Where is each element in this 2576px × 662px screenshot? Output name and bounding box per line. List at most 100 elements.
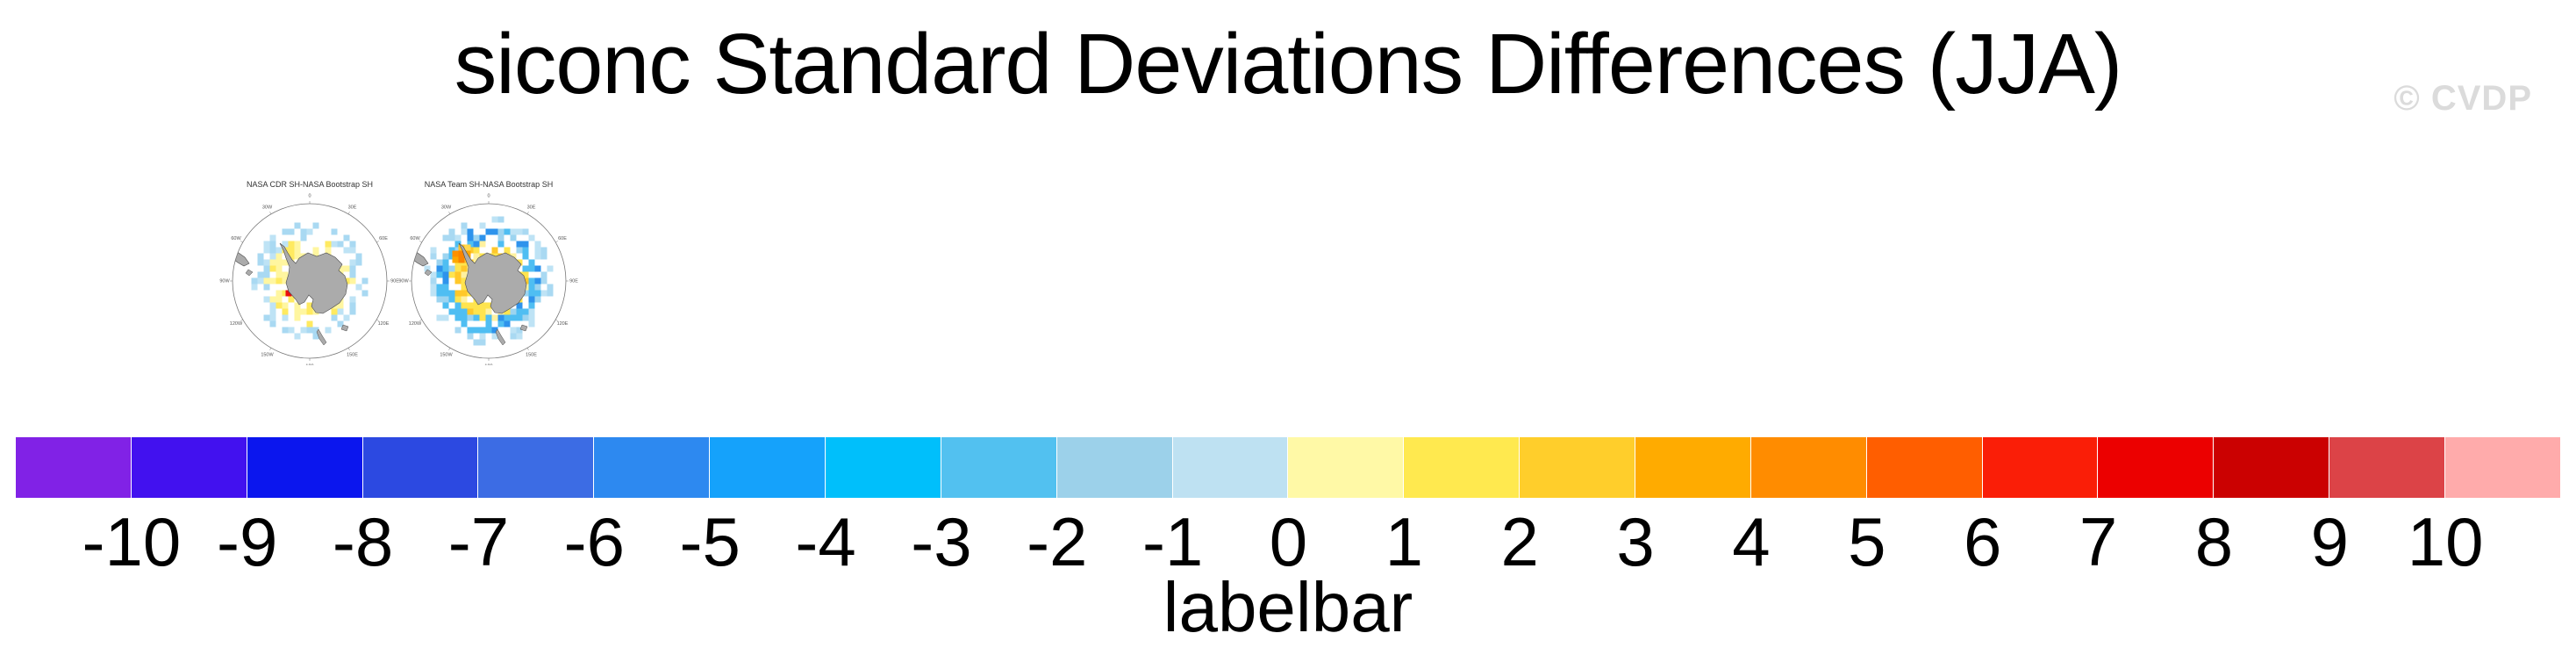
sea-ice-diff-cell [454,290,462,297]
sea-ice-diff-cell [516,302,523,309]
lon-tick [376,241,379,243]
sea-ice-diff-cell [461,228,468,235]
lon-label: 60E [379,236,388,241]
map-panel-nasa-team: NASA Team SH-NASA Bootstrap SH 0 30E 60E 90… [383,179,594,365]
sea-ice-diff-cell [510,253,517,260]
sea-ice-diff-cell [540,290,547,297]
sea-ice-diff-cell [282,327,289,334]
lon-label: 90E [569,278,578,284]
south-america-tip [233,245,250,267]
sea-ice-diff-cell [436,271,443,278]
sea-ice-diff-cell [467,327,474,334]
sea-ice-diff-cell [473,327,480,334]
sea-ice-diff-cell [461,296,468,303]
sea-ice-diff-cell [300,308,307,315]
sea-ice-diff-cell [263,314,270,321]
labelbar-tick-label: -2 [1027,503,1088,580]
sea-ice-diff-cell [448,234,455,241]
lon-label: 150W [261,352,274,357]
sea-ice-diff-cell [263,296,270,303]
sea-ice-diff-cell [331,228,338,235]
sea-ice-diff-cell [442,284,449,291]
lon-label: 30E [348,205,357,210]
sea-ice-diff-cell [337,265,344,272]
sea-ice-diff-cell [282,290,289,297]
sea-ice-diff-cell [294,333,301,340]
sea-ice-diff-cell [442,296,449,303]
sea-ice-diff-cell [510,308,517,315]
south-polar-map: 0 30E 60E 90E 120E 150E 180 150W 120W 90W 60W 30W [219,193,399,365]
sea-ice-diff-cell [349,271,356,278]
sea-ice-diff-cell [288,296,295,303]
sea-ice-diff-cell [448,296,455,303]
lon-label: 60W [231,236,241,241]
sea-ice-diff-cell [300,234,307,241]
map-clipped-group [233,222,369,346]
sea-ice-diff-cell [325,241,332,248]
sea-ice-diff-cell [547,284,554,291]
lon-tick [240,319,243,321]
labelbar-cell [16,437,131,498]
sea-ice-diff-cell [343,247,350,254]
sea-ice-diff-cell [504,247,511,254]
sea-ice-diff-cell-special [458,250,465,257]
sea-ice-diff-cell [442,314,449,321]
labelbar-cell [1056,437,1172,498]
lon-label: 30E [527,205,536,210]
sea-ice-diff-cell [454,271,462,278]
sea-ice-diff-cell [312,247,319,254]
sea-ice-diff-cell [467,228,474,235]
sea-ice-diff-cell [282,302,289,309]
map-clipped-group [411,216,554,346]
sea-ice-diff-cell [263,241,270,248]
sea-ice-diff-cell [491,247,498,254]
sea-ice-diff-cell [442,290,449,297]
sea-ice-diff-cell [467,333,474,340]
sea-ice-diff-cell [257,271,264,278]
sea-ice-diff-cell [504,314,511,321]
antarctica-landmass [279,242,348,314]
sea-ice-diff-cell [528,302,535,309]
sea-ice-diff-cell [510,333,517,340]
lon-label: 180 [484,363,492,365]
sea-ice-diff-cell [467,302,474,309]
sea-ice-diff-cell [275,302,283,309]
lon-label: 150E [526,352,537,357]
sea-ice-diff-cell [349,259,356,266]
sea-ice-diff-cell [288,327,295,334]
sea-ice-diff-cell [343,234,350,241]
sea-ice-diff-cell [473,253,480,260]
sea-ice-diff-cell [269,259,276,266]
sea-ice-diff-cell [312,333,319,340]
sea-ice-diff-cell [516,247,523,254]
sea-ice-diff-cell [491,228,498,235]
sea-ice-diff-cell [454,247,462,254]
sea-ice-diff-cell [349,241,356,248]
lon-label: 120W [230,321,243,327]
sea-ice-diff-cell [436,290,443,297]
sea-ice-diff-cell [269,277,276,284]
labelbar-cell [478,437,594,498]
map-panel-nasa-cdr: NASA CDR SH-NASA Bootstrap SH 0 30E 60E 90E… [204,179,415,365]
sea-ice-diff-cell [510,327,517,334]
sea-ice-diff-cell [282,308,289,315]
sea-ice-diff-cell [263,247,270,254]
sea-ice-diff-cell [534,241,541,248]
labelbar-cell [131,437,247,498]
sea-ice-diff-cell [448,253,455,260]
sea-ice-diff-cell [430,290,437,297]
labelbar-tick-label: 5 [1848,503,1886,580]
island [424,269,433,277]
lon-tick [347,212,350,214]
sea-ice-diff-cell [263,284,270,291]
sea-ice-diff-cell [491,333,498,340]
sea-ice-diff-cell [288,247,295,254]
lon-tick [555,241,558,243]
sea-ice-diff-cell [294,308,301,315]
sea-ice-diff-cell [473,302,480,309]
labelbar-tick-label: -7 [447,503,510,580]
sea-ice-diff-cell [473,234,480,241]
sea-ice-diff-cell [461,222,468,229]
sea-ice-diff-cell-special [452,256,459,263]
labelbar-cell [1635,437,1750,498]
